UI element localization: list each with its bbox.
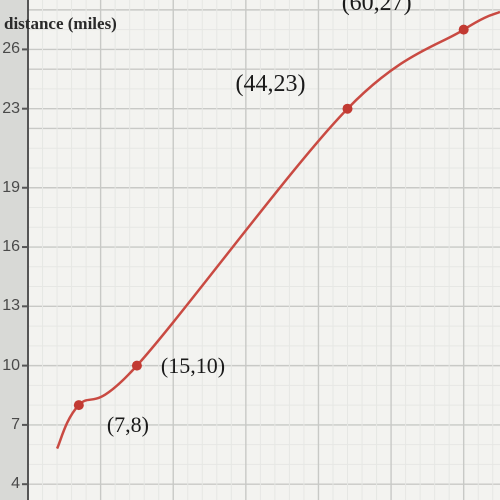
point-label: (60,27) bbox=[342, 0, 412, 17]
data-point bbox=[343, 104, 353, 114]
y-axis-title: distance (miles) bbox=[4, 14, 117, 34]
data-point bbox=[74, 400, 84, 410]
y-tick-label: 7 bbox=[0, 416, 20, 434]
data-point bbox=[459, 25, 469, 35]
chart-container: distance (miles) 26 23 19 16 13 10 7 4 (7,8) (15… bbox=[0, 0, 500, 500]
y-tick-label: 4 bbox=[0, 475, 20, 493]
y-tick-label: 19 bbox=[0, 179, 20, 197]
point-label: (44,23) bbox=[236, 71, 306, 98]
point-label: (15,10) bbox=[161, 353, 225, 379]
y-tick-label: 13 bbox=[0, 297, 20, 315]
y-tick-label: 26 bbox=[0, 40, 20, 58]
data-point bbox=[132, 361, 142, 371]
y-tick-label: 16 bbox=[0, 238, 20, 256]
point-label: (7,8) bbox=[107, 412, 149, 438]
y-tick-label: 10 bbox=[0, 357, 20, 375]
y-tick-label: 23 bbox=[0, 100, 20, 118]
